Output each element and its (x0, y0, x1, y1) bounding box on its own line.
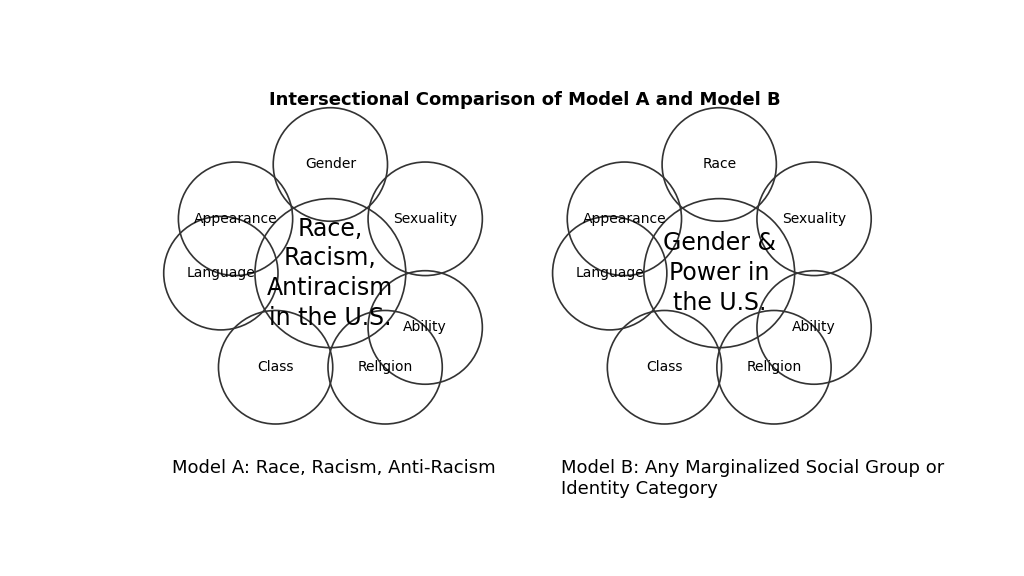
Text: Religion: Religion (746, 360, 802, 374)
Text: Language: Language (186, 266, 255, 280)
Text: Gender: Gender (305, 157, 356, 172)
Text: Model B: Any Marginalized Social Group or
Identity Category: Model B: Any Marginalized Social Group o… (560, 460, 944, 498)
Text: Intersectional Comparison of Model A and Model B: Intersectional Comparison of Model A and… (269, 91, 780, 109)
Text: Religion: Religion (357, 360, 413, 374)
Text: Gender &
Power in
the U.S.: Gender & Power in the U.S. (663, 232, 776, 315)
Text: Class: Class (646, 360, 683, 374)
Text: Language: Language (575, 266, 644, 280)
Text: Ability: Ability (403, 320, 447, 335)
Text: Class: Class (257, 360, 294, 374)
Text: Model A: Race, Racism, Anti-Racism: Model A: Race, Racism, Anti-Racism (172, 460, 496, 478)
Text: Appearance: Appearance (583, 212, 667, 226)
Text: Race,
Racism,
Antiracism
in the U.S.: Race, Racism, Antiracism in the U.S. (267, 217, 393, 329)
Text: Appearance: Appearance (194, 212, 278, 226)
Text: Sexuality: Sexuality (393, 212, 458, 226)
Text: Ability: Ability (793, 320, 836, 335)
Text: Race: Race (702, 157, 736, 172)
Text: Sexuality: Sexuality (782, 212, 846, 226)
